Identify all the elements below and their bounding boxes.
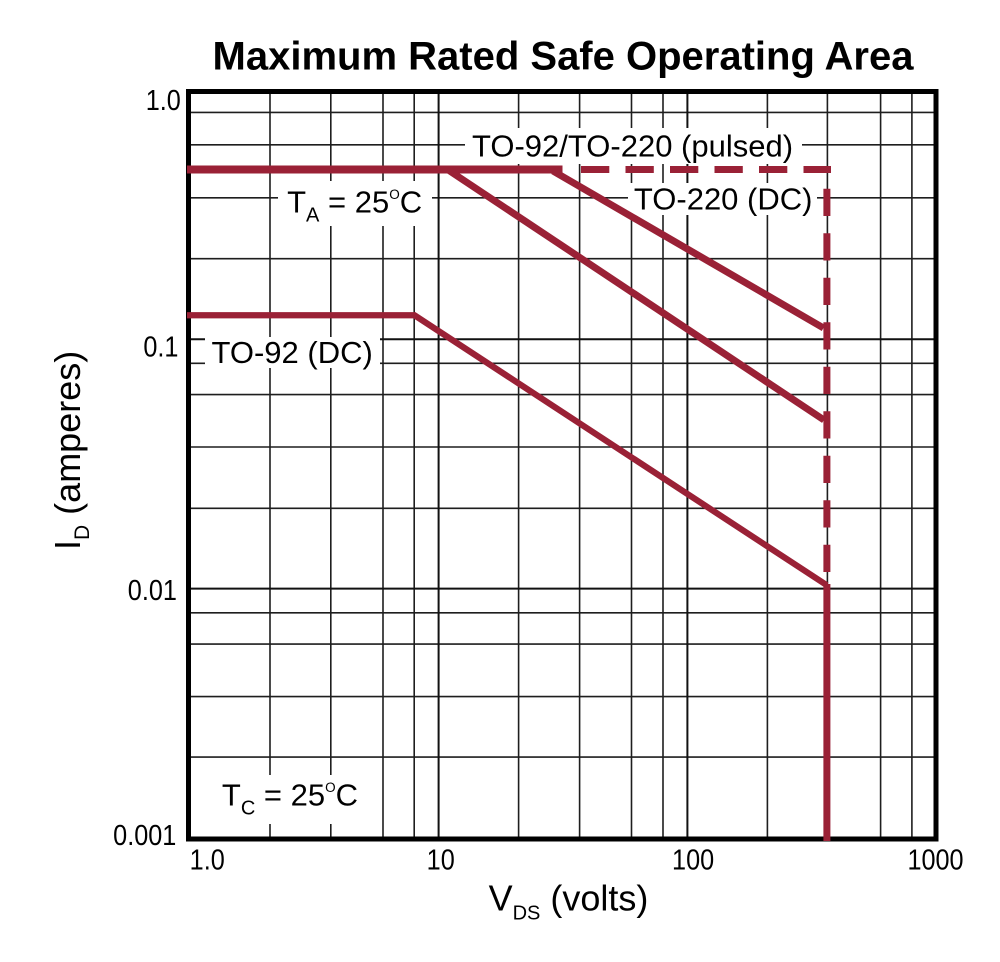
svg-text:Maximum Rated Safe Operating A: Maximum Rated Safe Operating Area — [213, 34, 915, 78]
svg-text:0.01: 0.01 — [128, 573, 177, 606]
svg-text:0.001: 0.001 — [113, 818, 176, 851]
svg-text:TO-92 (DC): TO-92 (DC) — [212, 335, 373, 370]
svg-text:10: 10 — [427, 843, 455, 876]
svg-text:1.0: 1.0 — [190, 843, 225, 876]
svg-text:TO-220 (DC): TO-220 (DC) — [634, 182, 813, 217]
svg-text:VDS (volts): VDS (volts) — [489, 878, 649, 925]
svg-text:0.1: 0.1 — [143, 330, 178, 363]
svg-text:ID (amperes): ID (amperes) — [47, 351, 94, 550]
svg-text:1000: 1000 — [907, 843, 963, 876]
svg-text:TO-92/TO-220 (pulsed): TO-92/TO-220 (pulsed) — [472, 128, 793, 163]
svg-text:1.0: 1.0 — [146, 83, 181, 116]
svg-text:TC = 25OC: TC = 25OC — [222, 777, 358, 819]
svg-text:100: 100 — [672, 843, 714, 876]
